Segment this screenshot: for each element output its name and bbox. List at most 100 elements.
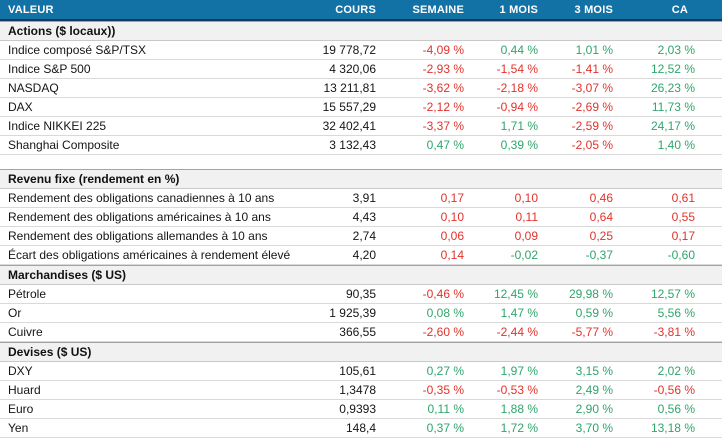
cours-value: 3 132,43: [329, 138, 376, 152]
ca-value: 2,03 %: [657, 43, 695, 57]
3mois-value: 0,46: [589, 191, 613, 205]
ca-value: 5,56 %: [657, 306, 695, 320]
ca-value: 24,17 %: [650, 119, 695, 133]
row-label: Huard: [8, 383, 41, 397]
table-row: Rendement des obligations américaines à …: [0, 208, 722, 227]
cours-value: 4,43: [352, 210, 376, 224]
ca-value: 0,56 %: [657, 402, 695, 416]
3mois-value: -0,37: [585, 248, 613, 262]
semaine-value: -3,37 %: [422, 119, 464, 133]
column-header-semaine: SEMAINE: [412, 3, 464, 16]
table-row: Shanghai Composite 3 132,43 0,47 % 0,39 % -2…: [0, 136, 722, 155]
table-row: Écart des obligations américaines à rend…: [0, 246, 722, 265]
1mois-value: -2,18 %: [496, 81, 538, 95]
column-header-cours: COURS: [335, 3, 376, 16]
section-title: Actions ($ locaux)): [8, 24, 116, 38]
row-label: Indice S&P 500: [8, 62, 91, 76]
table-row: DAX 15 557,29 -2,12 % -0,94 % -2,69 % 11,73 %: [0, 98, 722, 117]
1mois-value: 1,88 %: [500, 402, 538, 416]
semaine-value: 0,27 %: [426, 364, 464, 378]
3mois-value: 1,01 %: [575, 43, 613, 57]
1mois-value: -2,44 %: [496, 325, 538, 339]
row-label: Yen: [8, 421, 29, 435]
ca-value: 12,57 %: [650, 287, 695, 301]
1mois-value: 1,47 %: [500, 306, 538, 320]
3mois-value: 3,15 %: [575, 364, 613, 378]
semaine-value: 0,37 %: [426, 421, 464, 435]
table-row: Indice NIKKEI 225 32 402,41 -3,37 % 1,71 % -…: [0, 117, 722, 136]
1mois-value: 12,45 %: [493, 287, 538, 301]
ca-value: 13,18 %: [650, 421, 695, 435]
section-header-row: Devises ($ US): [0, 342, 722, 362]
3mois-value: 3,70 %: [575, 421, 613, 435]
section-title: Revenu fixe (rendement en %): [8, 172, 180, 186]
table-row: Indice S&P 500 4 320,06 -2,93 % -1,54 % -1,4…: [0, 60, 722, 79]
cours-value: 13 211,81: [323, 81, 377, 95]
semaine-value: 0,47 %: [426, 138, 464, 152]
cours-value: 19 778,72: [322, 43, 376, 57]
ca-value: 0,17: [671, 229, 695, 243]
3mois-value: 0,59 %: [575, 306, 613, 320]
row-label: Indice composé S&P/TSX: [8, 43, 147, 57]
section-spacer: [0, 155, 722, 169]
1mois-value: -0,94 %: [496, 100, 538, 114]
ca-value: 2,02 %: [657, 364, 695, 378]
cours-value: 1,3478: [339, 383, 376, 397]
semaine-value: -0,46 %: [422, 287, 464, 301]
semaine-value: -4,09 %: [422, 43, 464, 57]
row-label: DAX: [8, 100, 33, 114]
semaine-value: 0,06: [440, 229, 464, 243]
1mois-value: 1,97 %: [500, 364, 538, 378]
row-label: Cuivre: [8, 325, 43, 339]
cours-value: 32 402,41: [322, 119, 376, 133]
table-row: Huard 1,3478 -0,35 % -0,53 % 2,49 % -0,56 %: [0, 381, 722, 400]
row-label: DXY: [8, 364, 33, 378]
3mois-value: -2,69 %: [571, 100, 613, 114]
3mois-value: -2,59 %: [571, 119, 613, 133]
1mois-value: 0,09: [514, 229, 538, 243]
3mois-value: -1,41 %: [571, 62, 613, 76]
column-header-1mois: 1 MOIS: [499, 3, 538, 16]
1mois-value: -0,02: [510, 248, 538, 262]
semaine-value: -2,60 %: [422, 325, 464, 339]
1mois-value: 0,11: [515, 210, 538, 224]
row-label: Rendement des obligations allemandes à 1…: [8, 229, 268, 243]
table-body: Actions ($ locaux)) Indice composé S&P/TS…: [0, 21, 722, 438]
1mois-value: -0,53 %: [496, 383, 538, 397]
table-row: Pétrole 90,35 -0,46 % 12,45 % 29,98 % 12,57 %: [0, 285, 722, 304]
cours-value: 4 320,06: [329, 62, 376, 76]
column-header-3mois: 3 MOIS: [574, 3, 613, 16]
column-header-valeur: VALEUR: [8, 3, 54, 16]
ca-value: 1,40 %: [657, 138, 695, 152]
3mois-value: -3,07 %: [571, 81, 613, 95]
cours-value: 105,61: [339, 364, 376, 378]
semaine-value: -2,93 %: [422, 62, 464, 76]
table-row: Rendement des obligations canadiennes à …: [0, 189, 722, 208]
section-header-row: Marchandises ($ US): [0, 265, 722, 285]
table-row: Cuivre 366,55 -2,60 % -2,44 % -5,77 % -3,81 %: [0, 323, 722, 342]
row-label: Rendement des obligations américaines à …: [8, 210, 271, 224]
section-title: Marchandises ($ US): [8, 268, 127, 282]
section-header-row: Revenu fixe (rendement en %): [0, 169, 722, 189]
1mois-value: 1,72 %: [500, 421, 538, 435]
ca-value: 12,52 %: [650, 62, 695, 76]
table-row: Euro 0,9393 0,11 % 1,88 % 2,90 % 0,56 %: [0, 400, 722, 419]
ca-value: 11,73 %: [651, 100, 695, 114]
table-row: NASDAQ 13 211,81 -3,62 % -2,18 % -3,07 % 26,2…: [0, 79, 722, 98]
ca-value: -3,81 %: [653, 325, 695, 339]
row-label: Euro: [8, 402, 34, 416]
row-label: NASDAQ: [8, 81, 59, 95]
row-label: Or: [8, 306, 22, 320]
cours-value: 3,91: [352, 191, 376, 205]
row-label: Pétrole: [8, 287, 47, 301]
section-header-row: Actions ($ locaux)): [0, 21, 722, 41]
table-row: DXY 105,61 0,27 % 1,97 % 3,15 % 2,02 %: [0, 362, 722, 381]
3mois-value: 2,49 %: [575, 383, 613, 397]
table-row: Or 1 925,39 0,08 % 1,47 % 0,59 % 5,56 %: [0, 304, 722, 323]
semaine-value: -3,62 %: [422, 81, 464, 95]
cours-value: 148,4: [345, 421, 376, 435]
table-header-row: VALEUR COURS SEMAINE 1 MOIS 3 MOIS CA: [0, 0, 722, 21]
cours-value: 2,74: [352, 229, 376, 243]
semaine-value: -0,35 %: [422, 383, 464, 397]
